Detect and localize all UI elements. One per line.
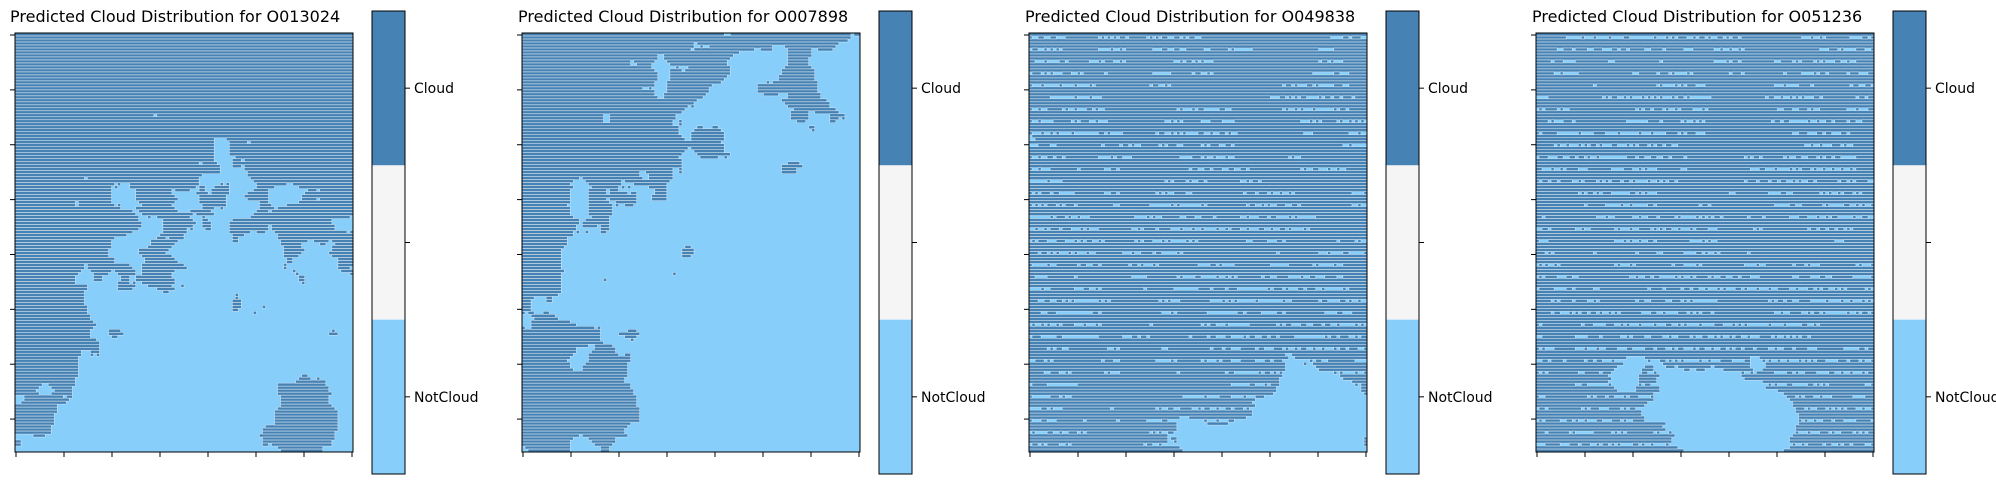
- panel-title: Predicted Cloud Distribution for O051236: [1532, 7, 1862, 26]
- colorbar-label-cloud: Cloud: [921, 81, 961, 97]
- cloud-mask: [521, 32, 861, 453]
- colorbar-label-notcloud: NotCloud: [921, 390, 986, 406]
- heatmap-1: [517, 32, 861, 457]
- panel-2: Predicted Cloud Distribution for O049838: [1025, 7, 1355, 26]
- panel-title: Predicted Cloud Distribution for O049838: [1025, 7, 1355, 26]
- colorbar-label-cloud: Cloud: [1428, 81, 1468, 97]
- panel-1: Predicted Cloud Distribution for O007898: [518, 7, 848, 26]
- colorbar: Cloud NotCloud: [1385, 10, 1493, 475]
- colorbar: Cloud NotCloud: [878, 10, 986, 475]
- panel-3: Predicted Cloud Distribution for O051236: [1532, 7, 1862, 26]
- heatmap-2: [1024, 32, 1368, 457]
- colorbar-notcloud-segment: [1893, 319, 1926, 474]
- colorbar-label-notcloud: NotCloud: [1935, 390, 1996, 406]
- colorbar-middle-segment: [1893, 165, 1926, 320]
- colorbar-cloud-segment: [372, 11, 405, 166]
- colorbar-notcloud-segment: [879, 319, 912, 474]
- colorbar-label-notcloud: NotCloud: [414, 390, 479, 406]
- heatmap-0: [10, 32, 354, 457]
- heatmap-3: [1531, 32, 1875, 457]
- axes-frame: [1028, 32, 1368, 453]
- colorbar-label-cloud: Cloud: [414, 81, 454, 97]
- colorbar-cloud-segment: [1893, 11, 1926, 166]
- colorbar: Cloud NotCloud: [1892, 10, 1996, 475]
- colorbar-middle-segment: [372, 165, 405, 320]
- colorbar-middle-segment: [1386, 165, 1419, 320]
- colorbar-cloud-segment: [1386, 11, 1419, 166]
- colorbar: Cloud NotCloud: [371, 10, 479, 475]
- colorbar-label-notcloud: NotCloud: [1428, 390, 1493, 406]
- colorbar-label-cloud: Cloud: [1935, 81, 1975, 97]
- colorbar-middle-segment: [879, 165, 912, 320]
- panel-title: Predicted Cloud Distribution for O013024: [10, 7, 340, 26]
- panel-title: Predicted Cloud Distribution for O007898: [518, 7, 848, 26]
- axes-frame: [1535, 32, 1875, 453]
- colorbar-notcloud-segment: [1386, 319, 1419, 474]
- colorbar-cloud-segment: [879, 11, 912, 166]
- colorbar-notcloud-segment: [372, 319, 405, 474]
- axes-frame: [14, 32, 354, 453]
- axes-frame: [521, 32, 861, 453]
- panel-0: Predicted Cloud Distribution for O013024: [10, 7, 340, 26]
